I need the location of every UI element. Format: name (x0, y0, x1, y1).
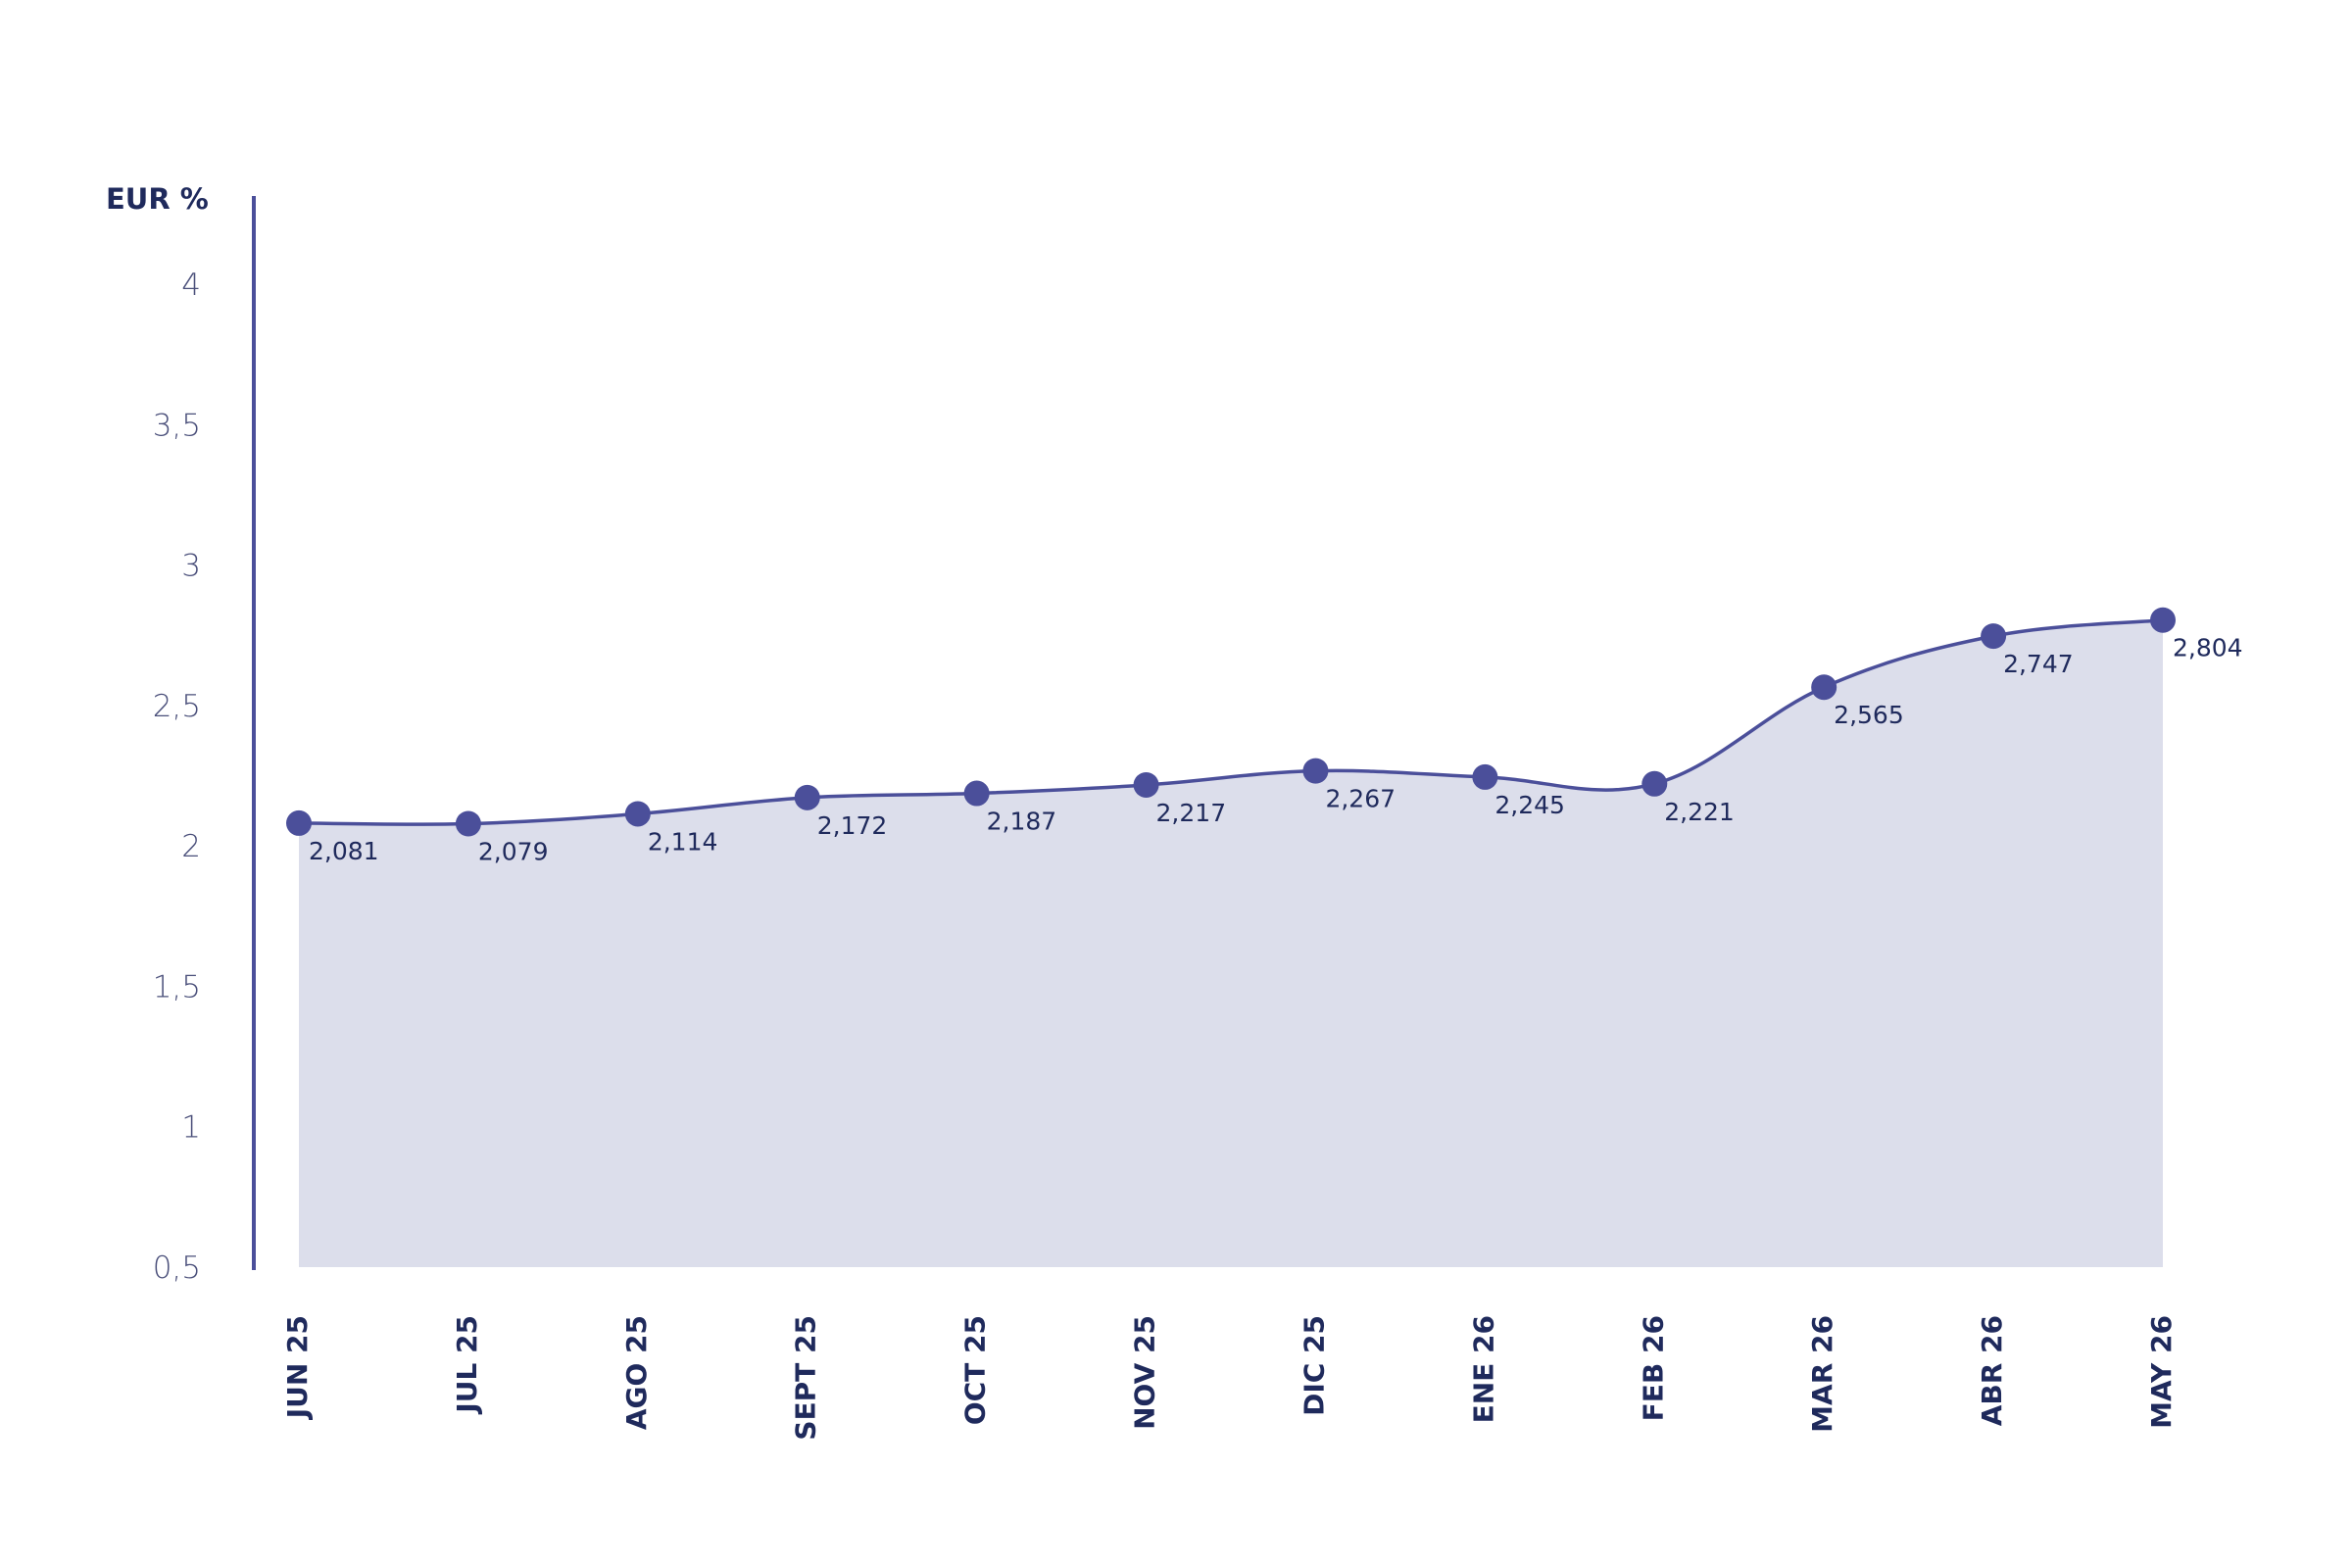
data-point (1811, 674, 1838, 701)
data-point (1472, 763, 1498, 790)
y-tick-label: 2,5 (153, 689, 201, 724)
x-tick-label: JUN 25 (281, 1315, 314, 1420)
data-labels: 2,081 2,079 2,114 2,172 2,187 2,217 2,267 2,245… (309, 634, 2243, 866)
data-label: 2,114 (648, 827, 718, 856)
data-label: 2,747 (2003, 650, 2074, 678)
x-tick-label: OCT 25 (959, 1315, 992, 1425)
data-label: 2,217 (1156, 799, 1227, 827)
data-point (1133, 771, 1159, 798)
area-fill (299, 619, 2163, 1267)
data-point (286, 809, 312, 836)
data-label: 2,172 (817, 811, 888, 840)
y-tick-label: 0,5 (153, 1250, 201, 1286)
data-point (455, 810, 481, 837)
x-tick-label: FEB 26 (1637, 1315, 1669, 1421)
y-tick-label: 4 (181, 268, 201, 303)
y-axis-ticks: 0,5 1 1,5 2 2,5 3 3,5 4 (153, 268, 201, 1286)
y-tick-label: 1 (181, 1110, 201, 1146)
x-axis-ticks: JUN 25 JUL 25 AGO 25 SEPT 25 OCT 25 NOV 25 DIC… (281, 1315, 2178, 1441)
data-label: 2,245 (1494, 791, 1565, 819)
data-label: 2,804 (2173, 634, 2243, 662)
data-label: 2,079 (478, 838, 549, 866)
x-tick-label: ENE 26 (1467, 1315, 1499, 1423)
data-point (1642, 770, 1668, 797)
data-point (963, 780, 990, 807)
data-label: 2,187 (987, 808, 1057, 836)
data-label: 2,267 (1325, 785, 1396, 813)
series-line (298, 617, 2164, 826)
data-point (1981, 623, 2007, 650)
data-label: 2,221 (1664, 798, 1735, 826)
x-tick-label: SEPT 25 (790, 1315, 822, 1441)
data-points (286, 607, 2176, 837)
x-tick-label: AGO 25 (620, 1315, 653, 1430)
y-tick-label: 3 (181, 549, 201, 584)
data-label: 2,565 (1834, 701, 1904, 729)
y-tick-label: 3,5 (153, 408, 201, 443)
y-axis-unit: EUR % (106, 182, 209, 216)
data-point (624, 801, 651, 827)
x-tick-label: JUL 25 (451, 1315, 483, 1415)
y-tick-label: 2 (181, 829, 201, 864)
data-point (2150, 607, 2176, 633)
x-tick-label: NOV 25 (1129, 1315, 1161, 1430)
x-tick-label: ABR 26 (1976, 1315, 2008, 1426)
x-tick-label: MAR 26 (1806, 1315, 1838, 1433)
y-tick-label: 1,5 (153, 969, 201, 1004)
x-tick-label: DIC 25 (1298, 1315, 1330, 1416)
data-point (794, 784, 820, 810)
x-tick-label: MAY 26 (2145, 1315, 2178, 1429)
data-label: 2,081 (309, 837, 379, 865)
data-point (1302, 758, 1329, 784)
